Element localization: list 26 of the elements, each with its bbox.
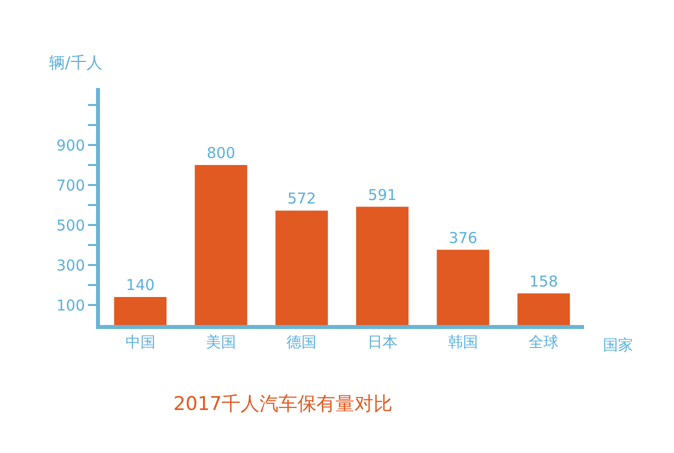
- y-tick-label: 300: [56, 256, 85, 274]
- text: 2017千人汽车保有量对比: [173, 392, 393, 415]
- x-tick-label: 全球: [528, 333, 559, 351]
- data-label: 376: [448, 228, 478, 247]
- bar: [194, 165, 248, 325]
- x-axis-title: 国家: [603, 336, 633, 354]
- data-label: 591: [368, 186, 397, 204]
- data-label: 158: [529, 272, 558, 290]
- y-tick-label: 900: [56, 136, 85, 154]
- bar: [275, 210, 328, 325]
- bar: [517, 293, 570, 325]
- y-axis-title: 辆/千人: [49, 53, 102, 72]
- x-tick-label: 中国: [125, 333, 156, 351]
- bar: [356, 206, 409, 325]
- y-tick-label: 100: [56, 296, 85, 314]
- data-label: 140: [126, 276, 155, 294]
- y-tick-label: 700: [56, 176, 85, 194]
- x-tick-label: 韩国: [448, 333, 478, 351]
- bar: [114, 297, 167, 325]
- x-tick-label: 德国: [286, 333, 317, 351]
- data-label: 572: [287, 190, 316, 208]
- x-tick-label: 美国: [206, 333, 236, 351]
- data-label: 800: [206, 144, 236, 162]
- bar: [436, 250, 490, 325]
- x-tick-label: 日本: [367, 333, 398, 351]
- y-tick-label: 500: [56, 216, 85, 234]
